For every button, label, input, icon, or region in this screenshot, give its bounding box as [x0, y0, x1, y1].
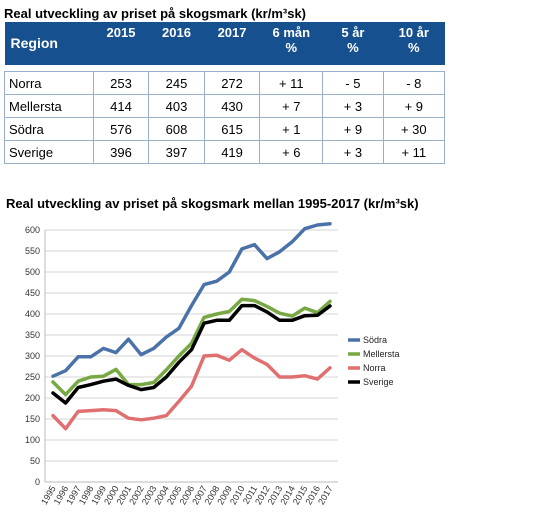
legend-label: Södra: [363, 335, 387, 345]
value-cell: + 9: [382, 94, 446, 118]
chart-title: Real utveckling av priset på skogsmark m…: [6, 196, 419, 211]
y-tick-label: 100: [25, 435, 40, 445]
value-cell: 253: [92, 71, 150, 95]
region-cell: Sverige: [4, 140, 94, 164]
value-cell: + 7: [259, 94, 324, 118]
y-tick-label: 150: [25, 414, 40, 424]
value-cell: 396: [92, 140, 150, 164]
value-cell: 608: [148, 117, 205, 141]
value-cell: + 3: [322, 140, 384, 164]
table-header-cell: Region: [4, 22, 94, 65]
line-chart: 0 50 100 150 200 250 300 350 400 450 500 550 600 199…: [25, 221, 400, 506]
table-row: Mellersta 414 403 430 + 7 + 3 + 9: [4, 94, 446, 118]
x-axis: 1995199619971998199920002001200220032004…: [39, 481, 338, 506]
value-cell: + 6: [259, 140, 324, 164]
value-cell: 576: [92, 117, 150, 141]
chart-legend: Södra Mellersta Norra Sverige: [348, 335, 400, 387]
y-tick-label: 300: [25, 351, 40, 361]
table-header-cell: 2017: [204, 22, 261, 65]
series-line-sverige: [51, 303, 332, 405]
legend-label: Norra: [363, 363, 386, 373]
value-cell: + 11: [259, 71, 324, 95]
value-cell: 419: [203, 140, 261, 164]
legend-label: Sverige: [363, 377, 394, 387]
y-tick-label: 200: [25, 393, 40, 403]
table-header-row: Region 2015 2016 2017 6 mån% 5 år% 10 år%: [4, 22, 446, 65]
table-title: Real utveckling av priset på skogsmark (…: [4, 6, 307, 21]
value-cell: + 9: [322, 117, 384, 141]
value-cell: + 3: [322, 94, 384, 118]
table-row: Norra 253 245 272 + 11- 5- 8: [4, 71, 446, 95]
table-header-cell: 6 mån%: [259, 22, 324, 65]
chart-series: [51, 221, 332, 431]
value-cell: + 1: [259, 117, 324, 141]
y-tick-label: 0: [35, 477, 40, 487]
table-header-cell: 2015: [93, 22, 150, 65]
value-cell: 397: [148, 140, 205, 164]
series-line-norra: [51, 347, 332, 431]
value-cell: 430: [203, 94, 261, 118]
y-tick-label: 550: [25, 246, 40, 256]
table-body: Norra 253 245 272 + 11- 5- 8 Mellersta 414 403 4…: [4, 65, 446, 164]
legend-label: Mellersta: [363, 349, 400, 359]
value-cell: + 30: [382, 117, 446, 141]
value-cell: - 5: [322, 71, 384, 95]
region-cell: Södra: [4, 117, 94, 141]
y-tick-label: 250: [25, 372, 40, 382]
value-cell: 245: [148, 71, 205, 95]
y-tick-label: 450: [25, 288, 40, 298]
table-header-cell: 10 år%: [383, 22, 446, 65]
value-cell: + 11: [382, 140, 446, 164]
table-header-cell: 5 år%: [322, 22, 384, 65]
table-row: Sverige 396 397 419 + 6 + 3 + 11: [4, 140, 446, 164]
y-tick-label: 50: [30, 456, 40, 466]
series-line-södra: [51, 221, 332, 378]
table-header-cell: 2016: [148, 22, 205, 65]
value-cell: 414: [92, 94, 150, 118]
value-cell: - 8: [382, 71, 446, 95]
y-axis: 0 50 100 150 200 250 300 350 400 450 500 550 600: [25, 225, 46, 487]
value-cell: 403: [148, 94, 205, 118]
table-row: Södra 576 608 615 + 1 + 9 + 30: [4, 117, 446, 141]
y-tick-label: 350: [25, 330, 40, 340]
value-cell: 615: [203, 117, 261, 141]
region-cell: Mellersta: [4, 94, 94, 118]
price-table: Region 2015 2016 2017 6 mån% 5 år% 10 år% Norr…: [4, 22, 446, 164]
y-tick-label: 400: [25, 309, 40, 319]
y-tick-label: 500: [25, 267, 40, 277]
y-tick-label: 600: [25, 225, 40, 235]
series-line-mellersta: [51, 297, 332, 397]
value-cell: 272: [203, 71, 261, 95]
region-cell: Norra: [4, 71, 94, 95]
